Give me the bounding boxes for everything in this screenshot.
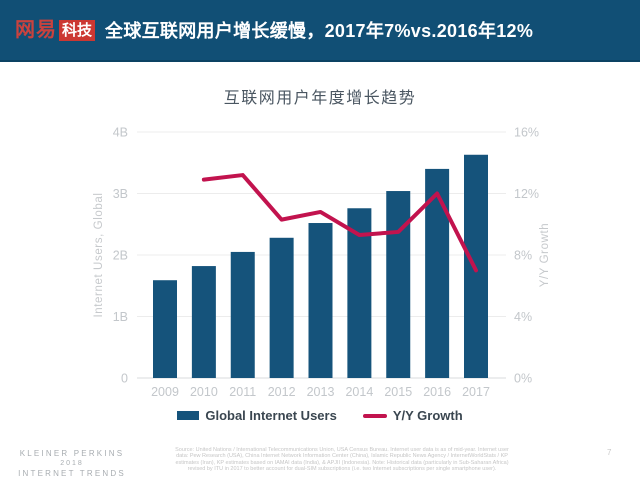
brand-line-3: INTERNET TRENDS — [18, 469, 126, 478]
left-axis-title: Internet Users, Global — [93, 192, 105, 317]
right-tick-12%: 12% — [514, 187, 539, 201]
brand-line-1: KLEINER PERKINS — [19, 449, 125, 458]
source-line-4: revised by ITU in 2017 to better account… — [187, 466, 497, 473]
header-bar: 网易 科技 全球互联网用户增长缓慢，2017年7%vs.2016年12% — [0, 0, 640, 62]
bar-2013 — [308, 223, 333, 378]
x-label-2012: 2012 — [268, 385, 296, 399]
x-label-2010: 2010 — [190, 385, 218, 399]
chart-legend: Global Internet Users Y/Y Growth — [0, 408, 640, 423]
bar-2011 — [230, 251, 255, 378]
bar-2009 — [153, 280, 177, 378]
left-tick-3B: 3B — [113, 187, 128, 201]
right-tick-16%: 16% — [514, 126, 539, 140]
x-label-2014: 2014 — [345, 385, 373, 399]
source-line-2: data: Pew Research (USA), China Internet… — [176, 453, 508, 460]
source-line-3: estimates (Iran), KP estimates based on … — [175, 459, 509, 466]
kleiner-perkins-brand: KLEINER PERKINS 2018 INTERNET TRENDS — [14, 449, 130, 478]
right-tick-4%: 4% — [514, 310, 532, 324]
bar-2010 — [191, 266, 216, 378]
right-tick-0%: 0% — [514, 372, 532, 386]
netease-logo-text: 网易 — [15, 19, 57, 41]
slide-headline: 全球互联网用户增长缓慢，2017年7%vs.2016年12% — [105, 21, 534, 41]
legend-bar-label: Global Internet Users — [205, 408, 337, 423]
netease-tech-logo: 网易 科技 — [15, 19, 96, 41]
bar-2012 — [269, 237, 294, 378]
yy-growth-line — [201, 173, 478, 273]
bar-2015 — [386, 191, 411, 378]
tech-logo-badge: 科技 — [59, 19, 96, 41]
source-line-1: Source: United Nations / International T… — [175, 447, 509, 453]
x-label-2017: 2017 — [462, 385, 490, 399]
left-tick-2B: 2B — [113, 249, 128, 263]
left-tick-1B: 1B — [113, 310, 128, 324]
left-tick-0: 0 — [121, 372, 128, 386]
right-axis-title: Y/Y Growth — [539, 223, 551, 288]
source-note: Source: United Nations / International T… — [132, 447, 552, 473]
right-tick-8%: 8% — [514, 249, 532, 263]
x-label-2016: 2016 — [423, 385, 451, 399]
legend-line-label: Y/Y Growth — [392, 408, 463, 423]
bar-swatch — [177, 411, 200, 420]
x-label-2013: 2013 — [307, 385, 335, 399]
legend-item-line: Y/Y Growth — [362, 408, 463, 423]
x-label-2015: 2015 — [384, 385, 412, 399]
page-number: 7 — [607, 448, 612, 457]
x-label-2011: 2011 — [229, 385, 256, 399]
legend-item-bars: Global Internet Users — [177, 408, 337, 423]
left-tick-4B: 4B — [113, 126, 128, 140]
brand-line-2: 2018 — [60, 460, 84, 467]
line-swatch — [362, 413, 387, 418]
chart-title: 互联网用户年度增长趋势 — [223, 90, 417, 107]
x-label-2009: 2009 — [151, 385, 179, 399]
